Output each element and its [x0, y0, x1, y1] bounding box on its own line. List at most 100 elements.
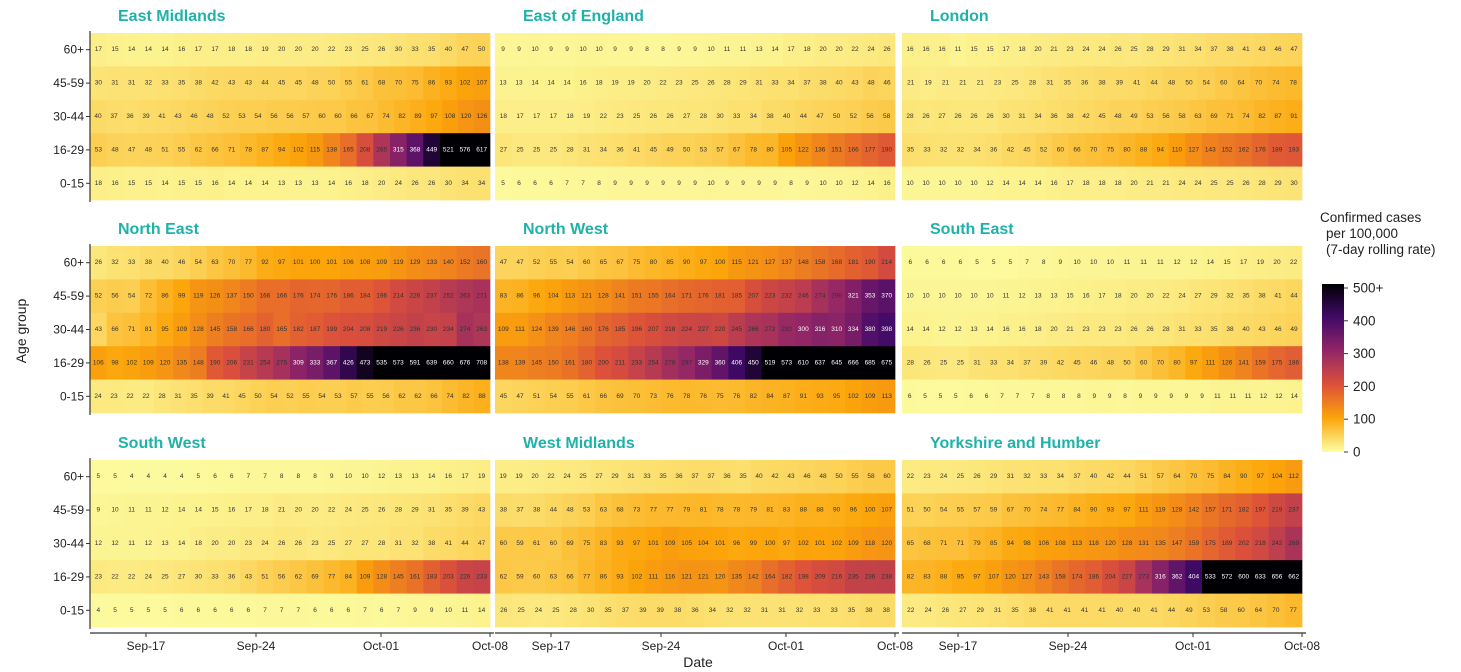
- heatmap-cell: [156, 560, 174, 594]
- cell-value-label: 24: [1178, 293, 1186, 300]
- cell-value-label: 51: [533, 393, 541, 400]
- cell-value-label: 8: [597, 180, 601, 187]
- cell-value-label: 271: [476, 293, 487, 300]
- cell-value-label: 38: [145, 259, 153, 266]
- heatmap-cell: [935, 460, 953, 494]
- heatmap-cell: [456, 526, 474, 561]
- heatmap-cell: [745, 560, 763, 594]
- cell-value-label: 61: [583, 393, 591, 400]
- cell-value-label: 36: [691, 607, 699, 614]
- heatmap-cell: [811, 99, 829, 134]
- cell-value-label: 272: [765, 326, 776, 333]
- cell-value-label: 227: [698, 326, 709, 333]
- cell-value-label: 44: [1290, 293, 1298, 300]
- heatmap-cell: [1202, 460, 1220, 494]
- cell-value-label: 23: [345, 46, 353, 53]
- y-tick-label: 30-44: [53, 323, 84, 337]
- heatmap-cell: [340, 560, 358, 594]
- cell-value-label: 10: [445, 607, 453, 614]
- cell-value-label: 676: [460, 359, 471, 366]
- heatmap-cell: [156, 493, 174, 528]
- heatmap-cell: [878, 279, 896, 314]
- cell-value-label: 146: [565, 326, 576, 333]
- cell-value-label: 9: [501, 46, 505, 53]
- cell-value-label: 57: [350, 393, 358, 400]
- heatmap-cell: [559, 33, 576, 67]
- cell-value-label: 51: [161, 146, 169, 153]
- heatmap-cell: [1002, 346, 1020, 380]
- cell-value-label: 26: [707, 80, 715, 87]
- heatmap-cell: [473, 133, 491, 167]
- cell-value-label: 254: [260, 359, 271, 366]
- heatmap-cell: [878, 526, 896, 561]
- heatmap-cell: [645, 246, 663, 280]
- cell-value-label: 35: [190, 393, 198, 400]
- cell-value-label: 238: [881, 573, 892, 580]
- cell-value-label: 12: [1173, 259, 1181, 266]
- heatmap-cell: [190, 279, 208, 314]
- heatmap-cell: [543, 166, 560, 201]
- heatmap-cell: [1270, 166, 1287, 201]
- cell-value-label: 17: [1066, 180, 1074, 187]
- heatmap-cell: [623, 460, 640, 494]
- y-tick-label: 60+: [64, 43, 84, 57]
- heatmap-cell: [223, 66, 241, 101]
- cell-value-label: 127: [1188, 146, 1199, 153]
- heatmap-cell: [495, 166, 512, 201]
- cell-value-label: 8: [297, 473, 301, 480]
- heatmap-cell: [190, 33, 208, 67]
- heatmap-cell: [1222, 99, 1239, 134]
- heatmap-cell: [511, 560, 529, 594]
- heatmap-cell: [623, 33, 640, 67]
- cell-value-label: 97: [1190, 359, 1198, 366]
- cell-value-label: 45: [238, 393, 246, 400]
- heatmap-cell: [1174, 312, 1191, 347]
- heatmap-cell: [390, 346, 408, 380]
- cell-value-label: 22: [142, 393, 150, 400]
- cell-value-label: 113: [881, 393, 892, 400]
- cell-value-label: 26: [1242, 180, 1250, 187]
- cell-value-label: 77: [666, 507, 674, 514]
- heatmap-cell: [373, 493, 391, 528]
- heatmap-cell: [190, 460, 208, 494]
- heatmap-cell: [106, 560, 124, 594]
- cell-value-label: 190: [881, 146, 892, 153]
- heatmap-cell: [678, 133, 696, 167]
- cell-value-label: 109: [498, 326, 509, 333]
- heatmap-cell: [1035, 133, 1053, 167]
- cell-value-label: 60: [1220, 80, 1228, 87]
- heatmap-cell: [578, 246, 596, 280]
- heatmap-cell: [223, 526, 241, 561]
- heatmap-cell: [123, 279, 141, 314]
- heatmap-cell: [440, 66, 458, 101]
- heatmap-cell: [156, 526, 174, 561]
- heatmap-cell: [456, 279, 474, 314]
- cell-value-label: 214: [881, 259, 892, 266]
- cell-value-label: 55: [302, 393, 310, 400]
- heatmap-cell: [1118, 246, 1136, 280]
- cell-value-label: 14: [161, 180, 169, 187]
- cell-value-label: 20: [295, 46, 303, 53]
- heatmap-cell: [918, 133, 936, 167]
- heatmap-cell: [902, 279, 919, 314]
- cell-value-label: 22: [851, 46, 859, 53]
- cell-value-label: 29: [411, 507, 419, 514]
- heatmap-cell: [902, 133, 920, 167]
- heatmap-cell: [240, 312, 258, 347]
- cell-value-label: 27: [345, 540, 353, 547]
- heatmap-cell: [1252, 460, 1270, 494]
- heatmap-cell: [811, 312, 829, 347]
- cell-value-label: 7: [1031, 393, 1035, 400]
- cell-value-label: 6: [959, 259, 963, 266]
- cell-value-label: 6: [380, 607, 384, 614]
- cell-value-label: 105: [681, 540, 692, 547]
- cell-value-label: 71: [957, 540, 965, 547]
- heatmap-cell: [406, 246, 424, 280]
- cell-value-label: 66: [1073, 146, 1081, 153]
- heatmap-cell: [767, 33, 784, 67]
- heatmap-cell: [1078, 99, 1095, 134]
- heatmap-cell: [607, 66, 624, 101]
- cell-value-label: 38: [1226, 46, 1234, 53]
- cell-value-label: 9: [549, 46, 553, 53]
- heatmap-cell: [1052, 493, 1070, 528]
